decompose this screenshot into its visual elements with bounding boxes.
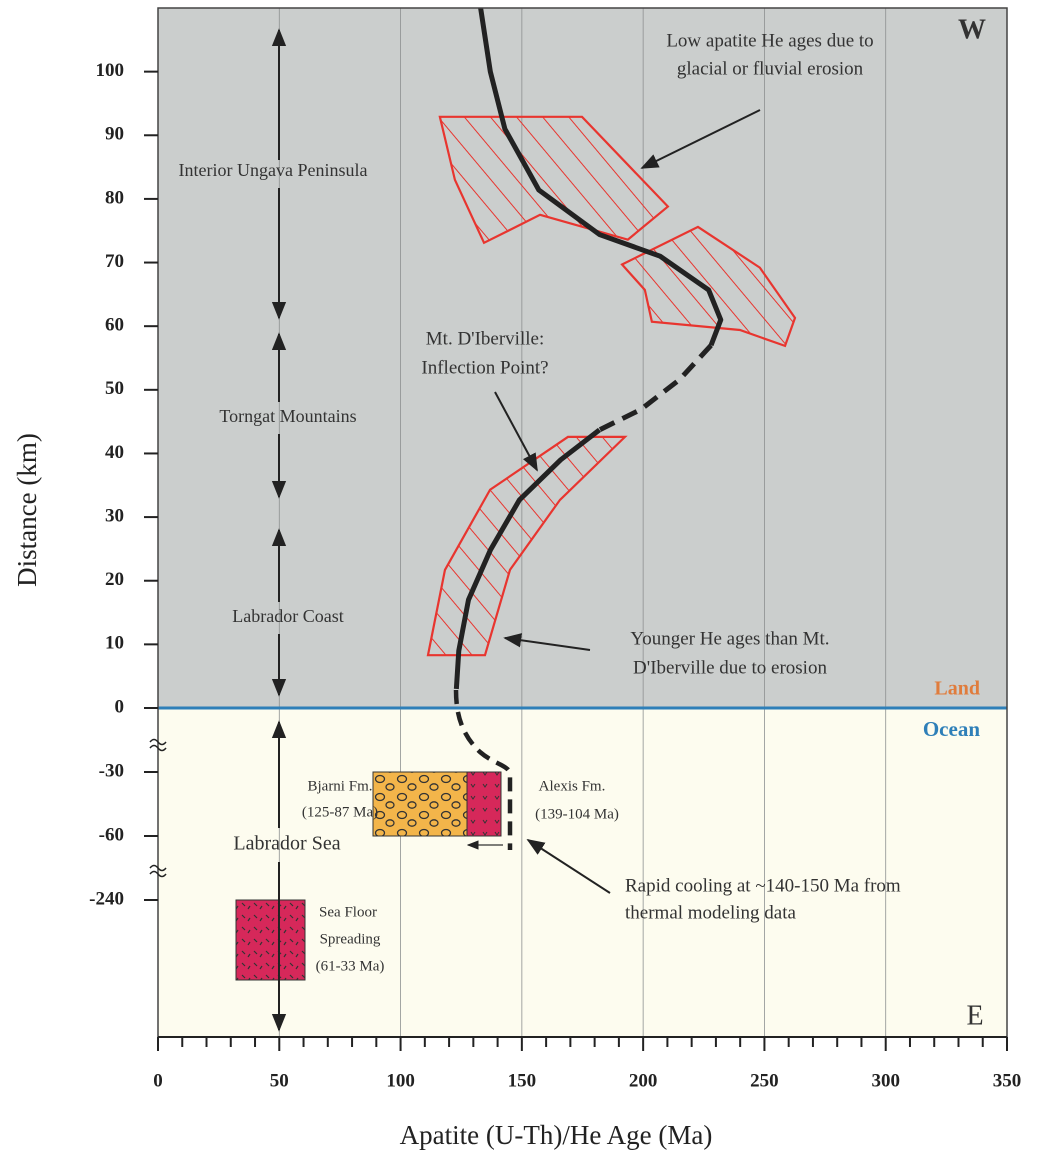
x-tick-label: 350	[993, 1070, 1022, 1091]
zone-label: Land	[934, 678, 980, 700]
y-tick-label: 10	[105, 633, 124, 654]
land-area	[158, 8, 1007, 708]
annotation: thermal modeling data	[625, 902, 797, 923]
annotation: Younger He ages than Mt.	[630, 628, 829, 649]
annotation: Mt. D'Iberville:	[426, 328, 544, 349]
alexis-box	[467, 772, 501, 836]
y-tick-label: -240	[89, 888, 124, 909]
segment-label: Labrador Sea	[233, 833, 340, 855]
x-tick-label: 0	[153, 1070, 163, 1091]
y-tick-label: 60	[105, 315, 124, 336]
y-tick-label: 80	[105, 187, 124, 208]
ocean-area	[158, 708, 1007, 1037]
segment-label: Labrador Coast	[232, 606, 343, 626]
formation-label: Spreading	[320, 931, 381, 947]
annotation: D'Iberville due to erosion	[633, 657, 827, 678]
chart: Distance (km) Apatite (U-Th)/He Age (Ma)…	[0, 0, 1042, 1161]
y-tick-label: -60	[99, 824, 124, 845]
x-axis-label: Apatite (U-Th)/He Age (Ma)	[400, 1120, 713, 1150]
x-tick-label: 150	[508, 1070, 537, 1091]
segment-label: Interior Ungava Peninsula	[179, 160, 368, 180]
formation-label: (139-104 Ma)	[535, 806, 619, 822]
corner-label: E	[966, 1000, 983, 1031]
y-tick-label: 40	[105, 442, 124, 463]
x-tick-label: 50	[270, 1070, 289, 1091]
x-tick-label: 300	[871, 1070, 900, 1091]
y-tick-label: 100	[96, 60, 125, 81]
annotation: Rapid cooling at ~140-150 Ma from	[625, 875, 901, 896]
y-tick-label: 50	[105, 378, 124, 399]
bjarni-box	[373, 772, 467, 836]
y-tick-label: 90	[105, 124, 124, 145]
annotation: Inflection Point?	[421, 357, 548, 378]
corner-label: W	[958, 14, 986, 45]
annotation: glacial or fluvial erosion	[677, 58, 864, 79]
x-tick-label: 100	[386, 1070, 415, 1091]
annotation: Low apatite He ages due to	[666, 30, 873, 51]
formation-label: (61-33 Ma)	[316, 958, 385, 974]
formation-label: (125-87 Ma)	[302, 804, 378, 820]
y-tick-label: -30	[99, 760, 124, 781]
y-axis-label: Distance (km)	[12, 433, 42, 587]
formation-label: Alexis Fm.	[539, 778, 606, 794]
y-tick-label: 30	[105, 505, 124, 526]
x-tick-label: 250	[750, 1070, 779, 1091]
y-tick-label: 0	[115, 696, 125, 717]
y-tick-label: 20	[105, 569, 124, 590]
zone-label: Ocean	[923, 717, 980, 741]
formation-label: Sea Floor	[319, 904, 377, 920]
x-tick-label: 200	[629, 1070, 658, 1091]
formation-label: Bjarni Fm.	[307, 778, 372, 794]
y-tick-label: 70	[105, 251, 124, 272]
seafloor-box	[236, 900, 305, 980]
segment-label: Torngat Mountains	[219, 406, 356, 426]
